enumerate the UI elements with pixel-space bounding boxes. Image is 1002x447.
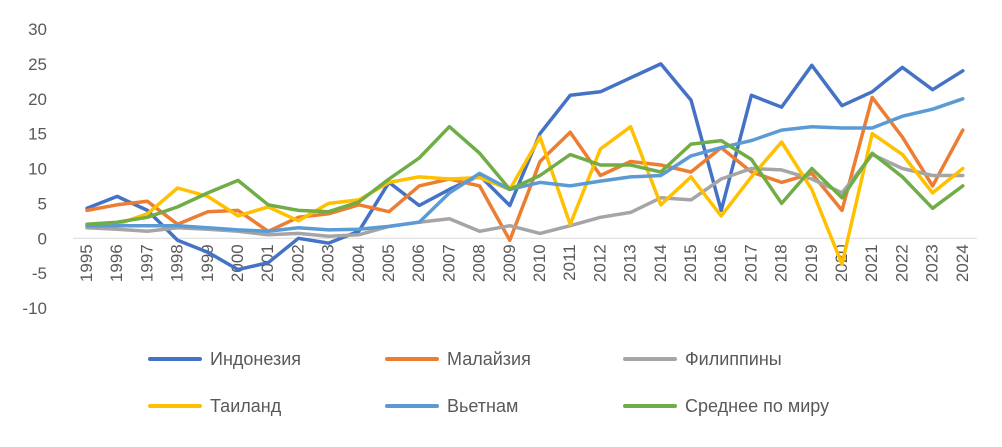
x-tick-label: 1996 [107, 244, 126, 282]
series-line-5 [85, 97, 965, 234]
x-tick-label: 2015 [681, 244, 700, 282]
y-axis-tick-labels: -10 -5 0 5 10 15 20 25 30 [22, 20, 47, 318]
legend-label: Среднее по миру [685, 396, 829, 416]
x-tick-label: 1995 [77, 244, 96, 282]
x-tick-label: 2005 [379, 244, 398, 282]
x-tick-label: 2007 [439, 244, 458, 282]
x-tick-label: 2013 [621, 244, 640, 282]
x-tick-label: 2004 [349, 244, 368, 282]
y-tick-label: 15 [28, 125, 47, 144]
x-tick-label: 2021 [862, 244, 881, 282]
x-tick-label: 2000 [228, 244, 247, 282]
x-tick-label: 2006 [409, 244, 428, 282]
x-tick-label: 2011 [560, 244, 579, 281]
y-tick-label: 20 [28, 90, 47, 109]
y-tick-label: 10 [28, 160, 47, 179]
legend-label: Таиланд [210, 396, 282, 416]
legend: Индонезия Малайзия Филиппины Таиланд Вьетнам… [148, 349, 829, 416]
x-tick-label: 2010 [530, 244, 549, 282]
x-tick-label: 2018 [772, 244, 791, 282]
series-lines [85, 62, 965, 272]
x-tick-label: 2016 [711, 244, 730, 282]
legend-label: Филиппины [685, 349, 782, 369]
x-tick-label: 2009 [500, 244, 519, 282]
y-tick-label: -5 [32, 264, 47, 283]
series-line-6 [85, 124, 965, 227]
series-line-1 [85, 62, 965, 272]
x-tick-label: 2014 [651, 244, 670, 282]
y-tick-label: 5 [38, 194, 47, 213]
legend-label: Вьетнам [447, 396, 518, 416]
y-tick-label: 25 [28, 55, 47, 74]
x-tick-label: 2019 [802, 244, 821, 282]
x-tick-label: 2017 [741, 244, 760, 282]
x-tick-label: 2012 [590, 244, 609, 282]
x-tick-label: 2024 [953, 244, 972, 282]
x-tick-label: 1997 [137, 244, 156, 282]
x-tick-label: 2023 [923, 244, 942, 282]
legend-label: Малайзия [447, 349, 531, 369]
legend-label: Индонезия [210, 349, 301, 369]
y-tick-label: 0 [38, 229, 47, 248]
x-tick-label: 1998 [168, 244, 187, 282]
x-tick-label: 2022 [892, 244, 911, 282]
series-line-4 [85, 124, 965, 266]
x-tick-label: 2003 [319, 244, 338, 282]
x-tick-label: 2008 [470, 244, 489, 282]
y-tick-label: 30 [28, 20, 47, 39]
x-tick-label: 2002 [288, 244, 307, 282]
y-tick-label: -10 [22, 299, 47, 318]
